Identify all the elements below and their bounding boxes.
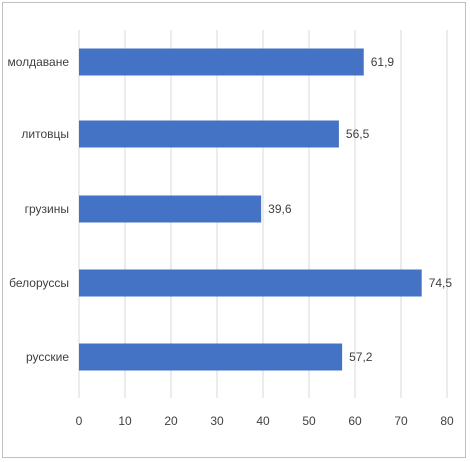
x-tick-label: 20: [164, 414, 178, 428]
x-tick-label: 50: [302, 414, 316, 428]
x-tick-label: 40: [256, 414, 270, 428]
category-label: белоруссы: [9, 276, 69, 290]
category-label: русские: [26, 350, 69, 364]
data-label: 57,2: [349, 350, 373, 364]
x-tick-label: 0: [76, 414, 83, 428]
data-label: 56,5: [346, 127, 370, 141]
bar: [79, 343, 343, 371]
bar: [79, 195, 262, 223]
x-tick-label: 80: [440, 414, 454, 428]
x-tick-label: 10: [118, 414, 132, 428]
bar: [79, 120, 339, 148]
bar: [79, 48, 364, 76]
category-label: литовцы: [21, 127, 69, 141]
category-label: грузины: [25, 202, 69, 216]
data-label: 61,9: [371, 55, 395, 69]
bar: [79, 269, 422, 297]
category-label: молдаване: [7, 55, 69, 69]
data-label: 39,6: [268, 202, 292, 216]
x-tick-label: 60: [348, 414, 362, 428]
x-tick-label: 30: [210, 414, 224, 428]
data-label: 74,5: [429, 276, 453, 290]
x-tick-label: 70: [394, 414, 408, 428]
